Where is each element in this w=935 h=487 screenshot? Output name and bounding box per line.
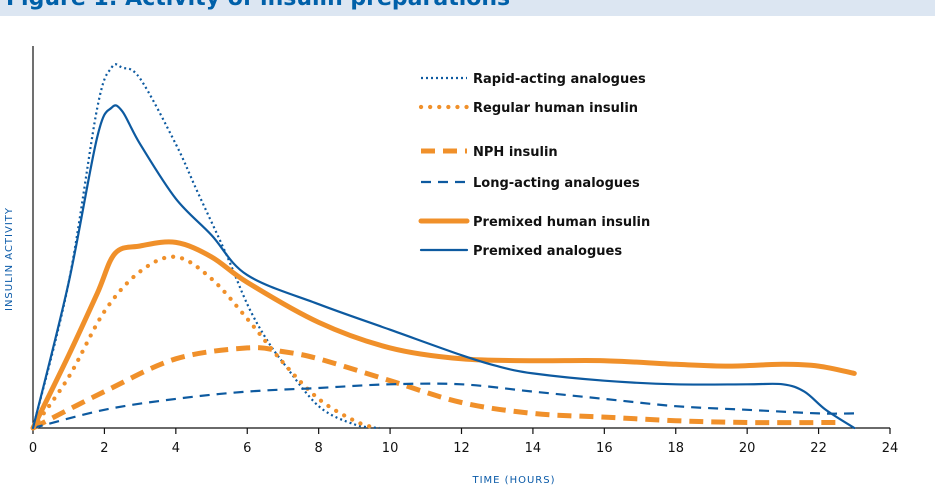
series-line-premixed-human-insulin [30,239,857,431]
legend-label: Premixed human insulin [473,215,650,230]
x-tick-label: 6 [243,441,251,456]
x-tick-label: 14 [525,441,542,456]
legend-label: NPH insulin [473,145,558,160]
x-tick-label: 4 [172,441,180,456]
x-tick-label: 2 [100,441,108,456]
legend-item-long-acting-analogues: Long-acting analogues [421,176,640,191]
y-axis-label: INSULIN ACTIVITY [4,207,15,311]
x-axis-ticks: 0 2 4 6 8 10 12 14 16 18 20 22 24 [29,428,898,456]
legend-item-premixed-analogues: Premixed analogues [419,244,622,259]
series-line-premixed-analogues [31,104,856,430]
x-axis-label: TIME (HOURS) [472,475,556,486]
legend-item-nph-insulin: NPH insulin [421,145,558,160]
series-line-long-acting-analogues [32,382,855,430]
legend-item-regular-human-insulin: Regular human insulin [418,101,638,116]
legend-label: Regular human insulin [473,101,638,116]
insulin-activity-chart: 0 2 4 6 8 10 12 14 16 18 20 22 24 Rapid-acting analo… [4,46,898,486]
x-tick-label: 8 [315,441,323,456]
series-layer [30,63,857,431]
x-tick-label: 0 [29,441,37,456]
series-line-rapid-acting-analogues [31,63,380,430]
legend: Rapid-acting analogues Regular human insu… [418,72,650,259]
x-tick-label: 12 [453,441,470,456]
x-tick-label: 18 [667,441,684,456]
legend-label: Long-acting analogues [473,176,640,191]
x-tick-label: 24 [882,441,899,456]
x-tick-label: 22 [810,441,827,456]
legend-item-premixed-human-insulin: Premixed human insulin [418,215,650,230]
x-tick-label: 10 [382,441,399,456]
legend-label: Premixed analogues [473,244,622,259]
legend-item-rapid-acting-analogues: Rapid-acting analogues [421,72,646,87]
legend-label: Rapid-acting analogues [473,72,646,87]
x-tick-label: 20 [739,441,756,456]
series-line-regular-human-insulin [30,254,378,431]
figure-title: Figure 1: Activity of insulin preparatio… [6,0,510,11]
figure-header-band: Figure 1: Activity of insulin preparatio… [0,0,935,16]
series-line-nph-insulin [31,345,837,431]
x-tick-label: 16 [596,441,613,456]
